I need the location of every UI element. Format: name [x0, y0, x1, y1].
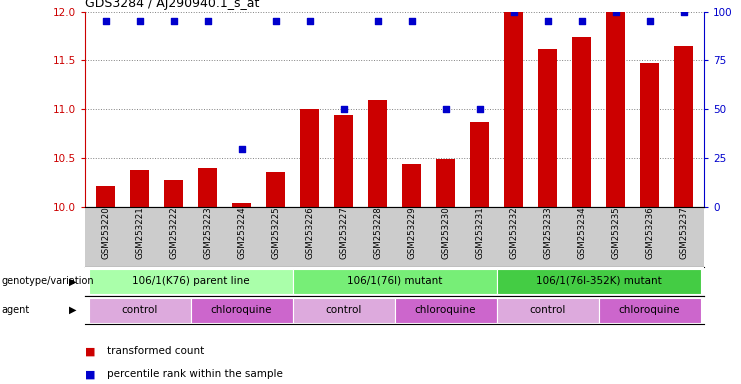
Point	[677, 8, 689, 15]
Point	[644, 18, 656, 24]
Bar	[96, 186, 115, 207]
Point	[508, 8, 519, 15]
Text: percentile rank within the sample: percentile rank within the sample	[107, 369, 283, 379]
Text: ▶: ▶	[69, 305, 76, 315]
Point	[270, 18, 282, 24]
Point	[202, 18, 213, 24]
Text: genotype/variation: genotype/variation	[1, 276, 94, 286]
Point	[439, 106, 451, 113]
Point	[236, 146, 247, 152]
Bar	[130, 170, 149, 207]
Bar	[538, 49, 557, 207]
Point	[473, 106, 485, 113]
Text: chloroquine: chloroquine	[619, 305, 680, 314]
Point	[304, 18, 316, 24]
Bar	[504, 12, 523, 207]
Point	[167, 18, 179, 24]
Bar	[606, 13, 625, 207]
Text: transformed count: transformed count	[107, 346, 205, 356]
Point	[576, 18, 588, 24]
Bar	[368, 100, 387, 207]
Text: control: control	[122, 305, 158, 314]
Point	[405, 18, 417, 24]
Bar	[293, 269, 496, 294]
Text: GDS3284 / AJ290940.1_s_at: GDS3284 / AJ290940.1_s_at	[85, 0, 259, 10]
Bar	[89, 298, 190, 323]
Text: control: control	[529, 305, 566, 314]
Point	[372, 18, 384, 24]
Point	[100, 18, 112, 24]
Text: control: control	[325, 305, 362, 314]
Text: ■: ■	[85, 346, 96, 356]
Point	[133, 18, 145, 24]
Bar	[293, 298, 394, 323]
Bar	[394, 298, 496, 323]
Bar	[199, 168, 217, 207]
Bar	[402, 164, 421, 207]
Bar	[266, 172, 285, 207]
Bar	[640, 63, 659, 207]
Bar	[496, 269, 700, 294]
Point	[610, 8, 622, 15]
Text: chloroquine: chloroquine	[415, 305, 476, 314]
Text: agent: agent	[1, 305, 30, 315]
Bar	[300, 109, 319, 207]
Bar	[165, 180, 183, 207]
Bar	[89, 269, 293, 294]
Text: 106/1(76I) mutant: 106/1(76I) mutant	[347, 276, 442, 286]
Bar	[436, 159, 455, 207]
Bar	[674, 46, 693, 207]
Bar	[190, 298, 293, 323]
Bar	[232, 204, 251, 207]
Bar	[471, 122, 489, 207]
Point	[542, 18, 554, 24]
Text: 106/1(K76) parent line: 106/1(K76) parent line	[132, 276, 250, 286]
Bar	[599, 298, 700, 323]
Bar	[496, 298, 599, 323]
Bar	[572, 37, 591, 207]
Text: 106/1(76I-352K) mutant: 106/1(76I-352K) mutant	[536, 276, 662, 286]
Bar	[334, 115, 353, 207]
Text: chloroquine: chloroquine	[211, 305, 273, 314]
Text: ▶: ▶	[69, 276, 76, 286]
Point	[338, 106, 350, 113]
Text: ■: ■	[85, 369, 96, 379]
